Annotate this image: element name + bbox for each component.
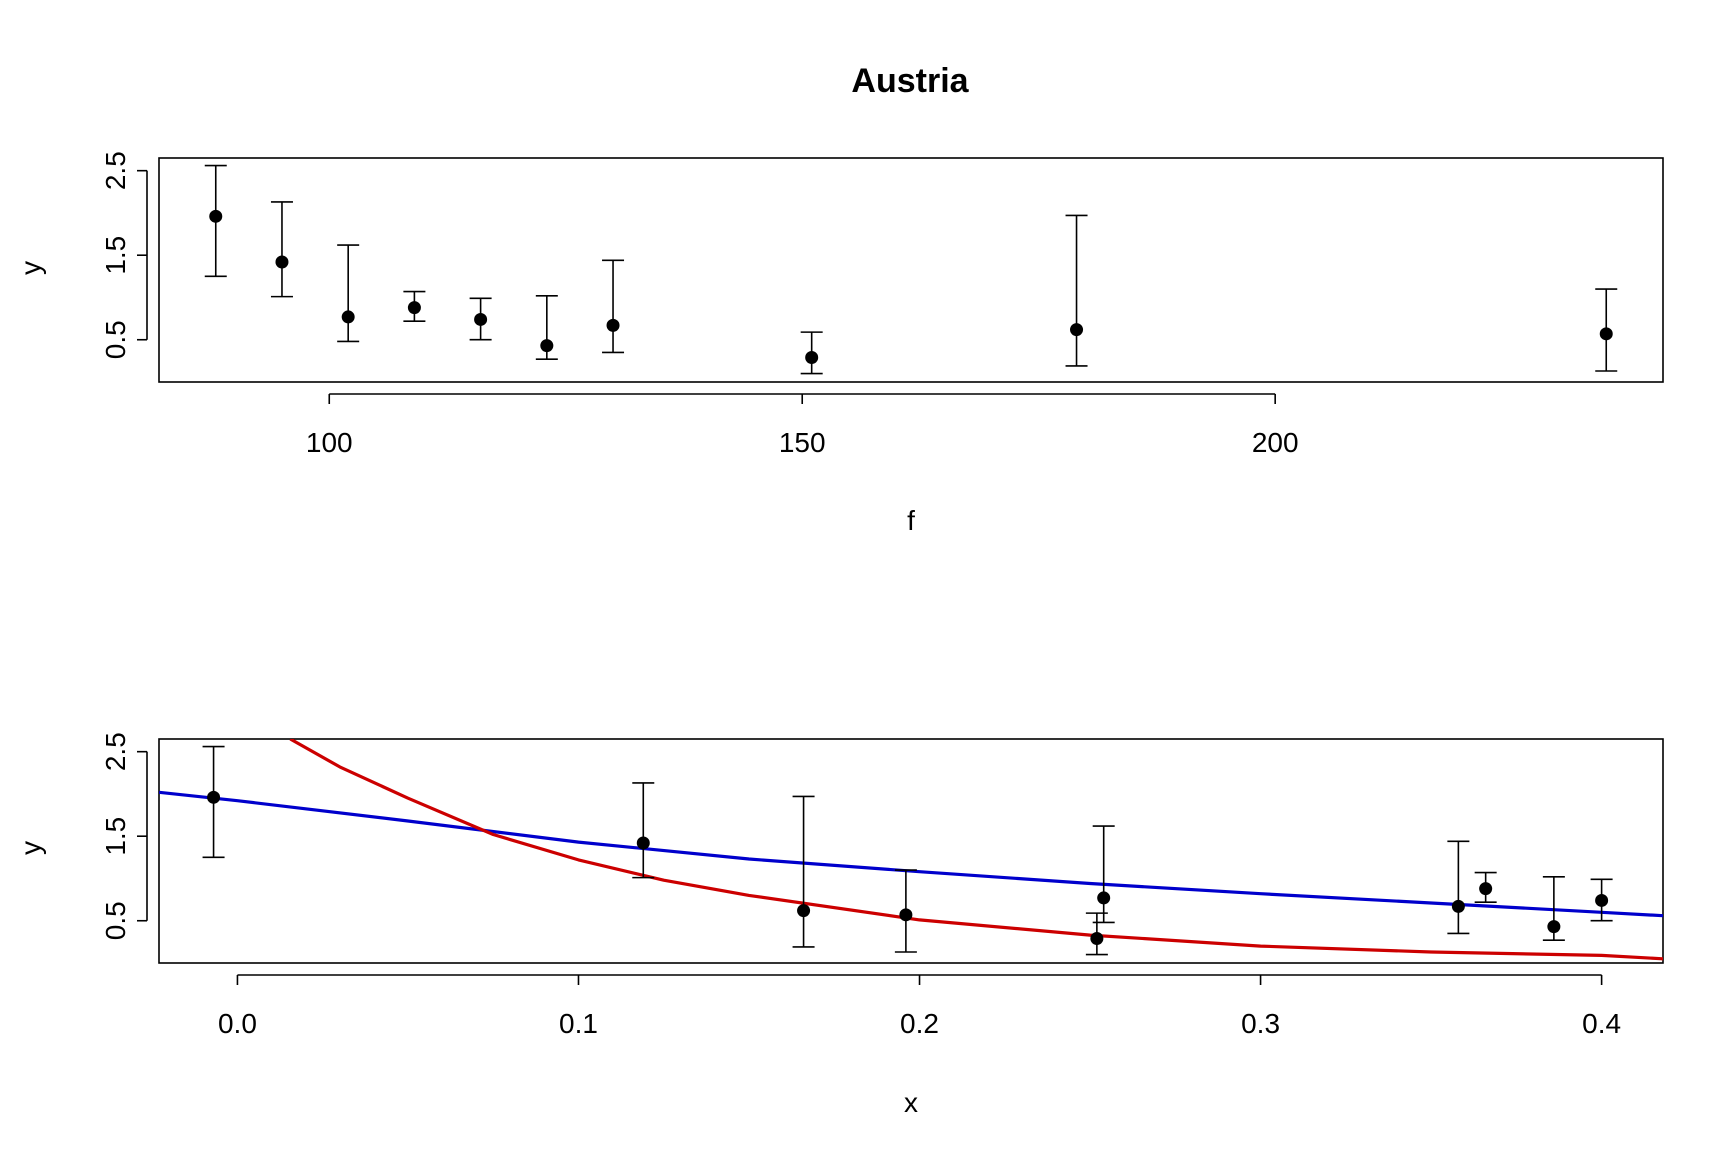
top-y-tick-label: 2.5	[100, 151, 131, 190]
bottom-data-point-group	[1590, 878, 1613, 922]
top-y-tick-label: 1.5	[100, 236, 131, 275]
data-point	[1547, 920, 1561, 934]
data-point	[275, 255, 289, 269]
data-point	[341, 310, 355, 324]
data-point	[797, 904, 811, 918]
top-x-tick-label: 150	[779, 427, 826, 458]
top-data-point-group	[602, 259, 625, 354]
data-point	[209, 209, 223, 223]
data-point	[1070, 323, 1084, 337]
bottom-data-point-group	[1542, 875, 1565, 941]
top-data-point-group	[535, 294, 558, 360]
data-point	[540, 339, 554, 353]
bottom-axes: 0.0 0.1 0.2 0.3 0.4 0.5 1.5 2.5	[100, 732, 1621, 1039]
bottom-y-tick-label: 0.5	[100, 901, 131, 940]
bottom-data-point-group	[1092, 825, 1115, 924]
bottom-fit-line-2	[289, 739, 1663, 961]
top-marks	[204, 164, 1618, 375]
top-x-axis-label: f	[907, 505, 915, 536]
top-data-point-group	[469, 297, 492, 341]
bottom-x-tick-label: 0.1	[559, 1008, 598, 1039]
top-data-point-group	[1065, 214, 1088, 367]
bottom-fit-line-1	[159, 790, 1663, 918]
data-point	[805, 350, 819, 364]
bottom-data-point-group	[632, 782, 655, 879]
bottom-y-tick-label: 2.5	[100, 732, 131, 771]
bottom-x-axis-label: x	[904, 1087, 918, 1118]
data-point	[606, 318, 620, 332]
bottom-y-axis-label: y	[15, 841, 46, 855]
bottom-x-tick-label: 0.4	[1582, 1008, 1621, 1039]
top-data-point-group	[270, 201, 293, 298]
bottom-x-tick-label: 0.2	[900, 1008, 939, 1039]
bottom-data-point-group	[202, 745, 225, 859]
top-data-point-group	[403, 290, 426, 322]
top-data-point-group	[1595, 288, 1618, 372]
bottom-data-point-group	[894, 869, 917, 953]
data-point	[474, 312, 488, 326]
top-y-axis-label: y	[15, 261, 46, 275]
top-panel: 100 150 200 0.5 1.5 2.5 f y	[15, 151, 1664, 536]
top-data-point-group	[337, 244, 360, 343]
data-point	[1595, 893, 1609, 907]
top-data-point-group	[800, 331, 823, 375]
data-point	[1451, 899, 1465, 913]
top-axes: 100 150 200 0.5 1.5 2.5	[100, 151, 1299, 458]
data-point	[899, 908, 913, 922]
bottom-plot-frame	[158, 738, 1664, 964]
bottom-fit-lines	[159, 739, 1663, 961]
bottom-x-tick-label: 0.3	[1241, 1008, 1280, 1039]
data-point	[1479, 882, 1493, 896]
data-point	[207, 790, 221, 804]
data-point	[407, 301, 421, 315]
data-point	[636, 836, 650, 850]
bottom-data-point-group	[1447, 840, 1470, 935]
top-x-tick-label: 200	[1252, 427, 1299, 458]
top-plot-frame	[158, 157, 1664, 383]
bottom-marks	[202, 745, 1613, 956]
bottom-data-point-group	[1474, 871, 1497, 903]
data-point	[1090, 931, 1104, 945]
bottom-y-tick-label: 1.5	[100, 817, 131, 856]
bottom-data-point-group	[792, 795, 815, 948]
top-data-point-group	[204, 164, 227, 278]
data-point	[1599, 327, 1613, 341]
data-point	[1097, 891, 1111, 905]
bottom-panel: 0.0 0.1 0.2 0.3 0.4 0.5 1.5 2.5 x y	[15, 732, 1664, 1118]
bottom-x-tick-label: 0.0	[218, 1008, 257, 1039]
chart-title: Austria	[851, 62, 969, 100]
top-x-tick-label: 100	[306, 427, 353, 458]
top-y-tick-label: 0.5	[100, 320, 131, 359]
